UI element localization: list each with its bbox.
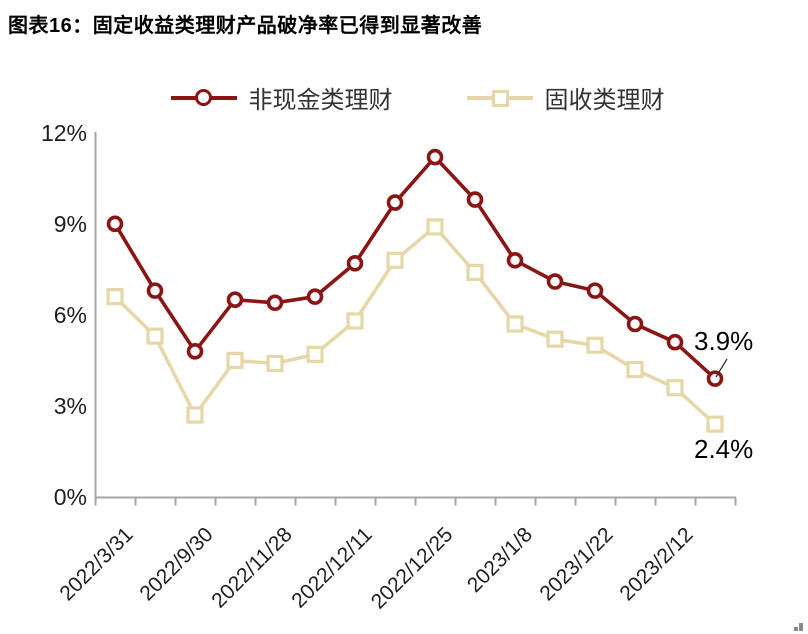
- data-point-square: [666, 379, 684, 397]
- square-marker-icon: [466, 88, 533, 107]
- data-point-circle: [546, 273, 564, 290]
- data-point-square: [546, 330, 564, 348]
- series-line-square: [113, 225, 717, 426]
- y-axis-label: 9%: [54, 211, 87, 237]
- legend-item-fixed-income: 固收类理财: [466, 80, 665, 115]
- end-value-label-fixed-income: 2.4%: [694, 434, 754, 464]
- legend-label: 非现金类理财: [248, 86, 393, 114]
- legend-item-non-cash: 非现金类理财: [170, 80, 393, 115]
- legend: 非现金类理财 固收类理财: [95, 78, 740, 116]
- data-point-square: [306, 345, 324, 363]
- data-point-square: [186, 406, 204, 424]
- chart-title: 图表16：固定收益类理财产品破净率已得到显著改善: [8, 15, 483, 37]
- y-axis-label: 6%: [54, 302, 87, 328]
- data-point-circle: [146, 282, 164, 299]
- data-point-square: [466, 263, 484, 282]
- page-corner-artifact: [794, 622, 806, 631]
- circle-marker-icon: [170, 88, 237, 107]
- data-point-circle: [186, 343, 204, 360]
- data-point-circle: [306, 288, 324, 305]
- y-axis-label: 12%: [41, 120, 87, 146]
- data-point-circle: [266, 294, 284, 312]
- data-point-square: [106, 288, 124, 306]
- end-value-label-non-cash: 3.9%: [694, 326, 754, 356]
- data-point-square: [586, 336, 604, 354]
- data-point-circle: [586, 282, 604, 299]
- data-point-circle: [626, 315, 644, 333]
- data-point-circle: [226, 291, 244, 309]
- data-point-square: [386, 251, 404, 269]
- data-point-circle: [426, 148, 444, 166]
- data-point-circle: [346, 255, 364, 272]
- y-axis-label: 0%: [54, 484, 87, 510]
- data-point-circle: [466, 191, 484, 208]
- data-point-square: [706, 415, 724, 433]
- series-line-circle: [113, 155, 717, 380]
- data-point-circle: [106, 215, 124, 233]
- y-axis-label: 3%: [54, 393, 87, 419]
- data-point-circle: [666, 333, 684, 351]
- data-point-circle: [386, 194, 404, 211]
- data-point-circle: [506, 251, 524, 269]
- data-point-square: [346, 312, 364, 330]
- data-point-square: [506, 315, 524, 333]
- annotation-leader-line: [715, 358, 728, 378]
- legend-label: 固收类理财: [544, 86, 665, 114]
- data-point-square: [266, 354, 284, 373]
- data-point-square: [226, 351, 244, 370]
- data-point-square: [146, 327, 164, 345]
- data-point-circle: [706, 370, 724, 387]
- data-point-square: [426, 218, 444, 236]
- data-point-square: [626, 360, 644, 379]
